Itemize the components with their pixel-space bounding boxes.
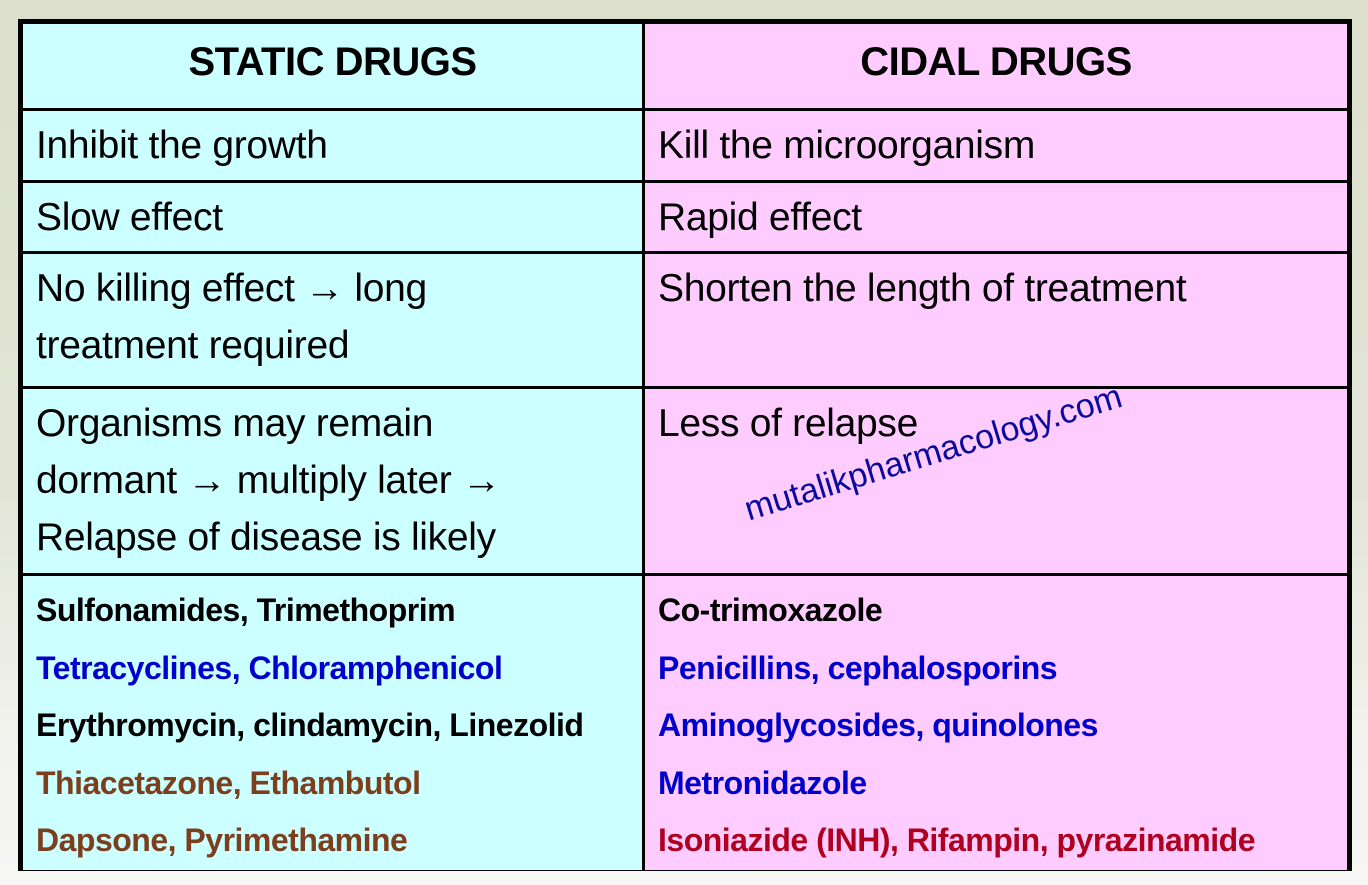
static-vs-cidal-table: STATIC DRUGS CIDAL DRUGS Inhibit the gro…	[18, 19, 1352, 871]
cidal-drugs-header-cell: CIDAL DRUGS	[645, 24, 1347, 111]
static-drug-line: Dapsone, Pyrimethamine	[36, 822, 408, 858]
static-row-treatment: No killing effect → long treatment requi…	[23, 254, 645, 389]
cidal-drug-line: Isoniazide (INH), Rifampin, pyrazinamide	[658, 822, 1255, 858]
static-drugs-header: STATIC DRUGS	[188, 39, 477, 84]
static-drug-line: Erythromycin, clindamycin, Linezolid	[36, 707, 584, 743]
cidal-speed-text: Rapid effect	[658, 196, 862, 239]
cidal-examples-cell: Co-trimoxazole Penicillins, cephalospori…	[645, 576, 1347, 870]
static-relapse-text: Organisms may remain dormant → multiply …	[36, 402, 501, 559]
static-drugs-header-cell: STATIC DRUGS	[23, 24, 645, 111]
cidal-row-relapse: Less of relapse	[645, 389, 1347, 576]
static-drug-line: Sulfonamides, Trimethoprim	[36, 592, 456, 628]
static-row-relapse: Organisms may remain dormant → multiply …	[23, 389, 645, 576]
cidal-row-speed: Rapid effect	[645, 183, 1347, 254]
static-row-mechanism: Inhibit the growth	[23, 111, 645, 183]
static-mechanism-text: Inhibit the growth	[36, 124, 328, 167]
static-treatment-text: No killing effect → long treatment requi…	[36, 267, 427, 367]
cidal-treatment-text: Shorten the length of treatment	[658, 267, 1187, 310]
static-speed-text: Slow effect	[36, 196, 223, 239]
cidal-row-mechanism: Kill the microorganism	[645, 111, 1347, 183]
cidal-row-treatment: Shorten the length of treatment	[645, 254, 1347, 389]
static-row-speed: Slow effect	[23, 183, 645, 254]
cidal-mechanism-text: Kill the microorganism	[658, 124, 1036, 167]
static-drug-line: Tetracyclines, Chloramphenicol	[36, 649, 503, 686]
cidal-relapse-text: Less of relapse	[658, 402, 918, 445]
static-examples-cell: Sulfonamides, Trimethoprim Tetracyclines…	[23, 576, 645, 870]
static-drug-list: Sulfonamides, Trimethoprim Tetracyclines…	[23, 576, 642, 870]
cidal-drug-line: Aminoglycosides, quinolones	[658, 707, 1098, 743]
cidal-drugs-header: CIDAL DRUGS	[860, 39, 1132, 84]
cidal-drug-line: Metronidazole	[658, 764, 867, 801]
cidal-drug-line: Co-trimoxazole	[658, 592, 883, 628]
cidal-drug-list: Co-trimoxazole Penicillins, cephalospori…	[645, 576, 1347, 870]
cidal-drug-line: Penicillins, cephalosporins	[658, 649, 1058, 686]
static-drug-line: Thiacetazone, Ethambutol	[36, 764, 421, 801]
